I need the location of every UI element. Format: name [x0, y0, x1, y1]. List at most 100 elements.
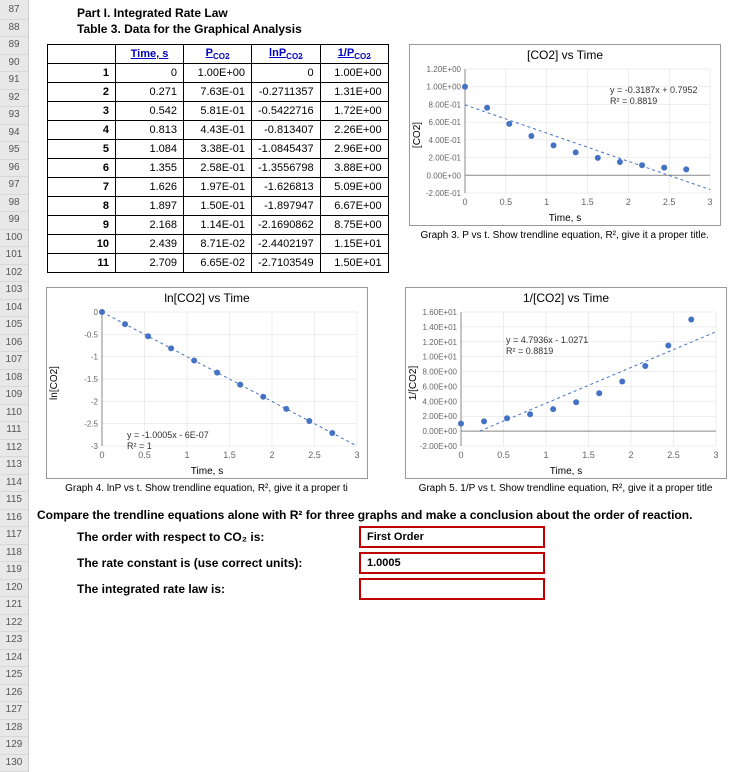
svg-text:2: 2	[625, 197, 630, 207]
table-cell: 4	[48, 121, 116, 140]
table-cell: 1.50E-01	[184, 197, 252, 216]
table-header-p: PCO2	[184, 45, 252, 64]
table-cell: 1.355	[116, 159, 184, 178]
table-cell: -0.2711357	[252, 83, 321, 102]
table-cell: 2.709	[116, 254, 184, 273]
svg-text:2.00E-01: 2.00E-01	[428, 154, 461, 163]
svg-text:-3: -3	[90, 442, 98, 451]
svg-text:2.5: 2.5	[663, 197, 676, 207]
table-cell: 2.58E-01	[184, 159, 252, 178]
svg-text:3: 3	[713, 450, 718, 460]
svg-text:2: 2	[269, 450, 274, 460]
table-cell: -2.1690862	[252, 216, 321, 235]
svg-text:-2.00E+00: -2.00E+00	[419, 442, 457, 451]
table-row: 71.6261.97E-01-1.6268135.09E+00	[48, 178, 389, 197]
q3-label: The integrated rate law is:	[77, 582, 347, 596]
svg-text:3: 3	[707, 197, 712, 207]
svg-text:y = -1.0005x - 6E-07: y = -1.0005x - 6E-07	[127, 430, 209, 440]
svg-text:[CO2]: [CO2]	[412, 122, 423, 148]
svg-text:0: 0	[99, 450, 104, 460]
table-cell: 9	[48, 216, 116, 235]
svg-text:-1.5: -1.5	[84, 375, 98, 384]
worksheet: Part I. Integrated Rate Law Table 3. Dat…	[29, 0, 743, 772]
table-cell: 1.50E+01	[320, 254, 388, 273]
table-cell: 11	[48, 254, 116, 273]
table-row: 81.8971.50E-01-1.8979476.67E+00	[48, 197, 389, 216]
svg-text:-2.00E-01: -2.00E-01	[426, 189, 462, 198]
table-cell: 7.63E-01	[184, 83, 252, 102]
table-cell: 6	[48, 159, 116, 178]
svg-text:Time, s: Time, s	[549, 466, 581, 477]
svg-text:ln[CO2] vs Time: ln[CO2] vs Time	[164, 291, 250, 305]
svg-text:0.00E+00: 0.00E+00	[426, 171, 461, 180]
svg-text:1.20E+00: 1.20E+00	[426, 65, 461, 74]
chart2-caption: Graph 4. lnP vs t. Show trendline equati…	[65, 483, 348, 494]
svg-text:1.5: 1.5	[582, 450, 595, 460]
svg-text:-0.5: -0.5	[84, 331, 98, 340]
table-cell: -1.3556798	[252, 159, 321, 178]
svg-text:1.00E+01: 1.00E+01	[422, 353, 457, 362]
table-cell: 5	[48, 140, 116, 159]
svg-text:-2.5: -2.5	[84, 420, 98, 429]
table-cell: 2.96E+00	[320, 140, 388, 159]
table-cell: 1.72E+00	[320, 102, 388, 121]
svg-text:8.00E-01: 8.00E-01	[428, 100, 461, 109]
table-cell: 1.15E+01	[320, 235, 388, 254]
table-row: 40.8134.43E-01-0.8134072.26E+00	[48, 121, 389, 140]
table-cell: 0	[116, 64, 184, 83]
svg-text:2: 2	[628, 450, 633, 460]
table-row: 101.00E+0001.00E+00	[48, 64, 389, 83]
table-cell: 1.897	[116, 197, 184, 216]
table-cell: 1.31E+00	[320, 83, 388, 102]
svg-text:[CO2] vs Time: [CO2] vs Time	[527, 48, 603, 62]
svg-text:0.5: 0.5	[138, 450, 151, 460]
table-cell: 1.14E-01	[184, 216, 252, 235]
row-number-gutter: 8788899091929394959697989910010110210310…	[0, 0, 29, 772]
table-cell: 8.75E+00	[320, 216, 388, 235]
table-cell: -1.626813	[252, 178, 321, 197]
table-cell: 1.00E+00	[320, 64, 388, 83]
chart-ln-co2-vs-time: ln[CO2] vs Time-3-2.5-2-1.5-1-0.5000.511…	[46, 287, 368, 479]
table-cell: 0.542	[116, 102, 184, 121]
table-row: 51.0843.38E-01-1.08454372.96E+00	[48, 140, 389, 159]
svg-text:2.5: 2.5	[667, 450, 680, 460]
svg-text:0.00E+00: 0.00E+00	[422, 427, 457, 436]
table-row: 30.5425.81E-01-0.54227161.72E+00	[48, 102, 389, 121]
svg-text:6.00E+00: 6.00E+00	[422, 383, 457, 392]
q3-answer[interactable]	[359, 578, 545, 600]
svg-text:1/[CO2] vs Time: 1/[CO2] vs Time	[522, 291, 608, 305]
svg-text:y = -0.3187x + 0.7952: y = -0.3187x + 0.7952	[610, 85, 698, 95]
table-cell: 6.65E-02	[184, 254, 252, 273]
q2-answer[interactable]: 1.0005	[359, 552, 545, 574]
svg-text:8.00E+00: 8.00E+00	[422, 368, 457, 377]
table-row: 92.1681.14E-01-2.16908628.75E+00	[48, 216, 389, 235]
table-cell: 1.084	[116, 140, 184, 159]
chart3-caption: Graph 5. 1/P vs t. Show trendline equati…	[419, 483, 713, 494]
svg-text:1/[CO2]: 1/[CO2]	[408, 366, 419, 401]
svg-text:ln[CO2]: ln[CO2]	[49, 366, 60, 400]
table-cell: 2.439	[116, 235, 184, 254]
table-header-row: Time, s PCO2 lnPCO2 1/PCO2	[48, 45, 389, 64]
table-cell: 8	[48, 197, 116, 216]
table-cell: 3	[48, 102, 116, 121]
table-cell: 6.67E+00	[320, 197, 388, 216]
table-cell: -0.813407	[252, 121, 321, 140]
compare-prompt: Compare the trendline equations alone wi…	[37, 508, 735, 522]
svg-text:1.40E+01: 1.40E+01	[422, 323, 457, 332]
svg-text:4.00E+00: 4.00E+00	[422, 398, 457, 407]
svg-text:1.5: 1.5	[581, 197, 594, 207]
q1-label: The order with respect to CO₂ is:	[77, 530, 347, 544]
table-row: 102.4398.71E-02-2.44021971.15E+01	[48, 235, 389, 254]
table-cell: -0.5422716	[252, 102, 321, 121]
table-cell: 4.43E-01	[184, 121, 252, 140]
q1-answer[interactable]: First Order	[359, 526, 545, 548]
svg-text:0: 0	[462, 197, 467, 207]
svg-text:1: 1	[184, 450, 189, 460]
table-cell: 0.813	[116, 121, 184, 140]
svg-text:1.00E+00: 1.00E+00	[426, 83, 461, 92]
table-header-time: Time, s	[116, 45, 184, 64]
table-cell: 1.00E+00	[184, 64, 252, 83]
table-cell: 3.38E-01	[184, 140, 252, 159]
svg-text:0: 0	[93, 308, 98, 317]
chart-co2-vs-time: [CO2] vs Time-2.00E-010.00E+002.00E-014.…	[409, 44, 721, 226]
